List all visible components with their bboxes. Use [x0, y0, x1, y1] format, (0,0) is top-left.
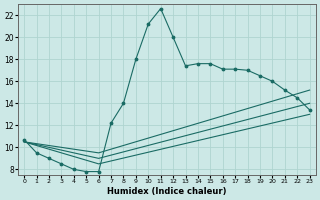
X-axis label: Humidex (Indice chaleur): Humidex (Indice chaleur): [107, 187, 227, 196]
